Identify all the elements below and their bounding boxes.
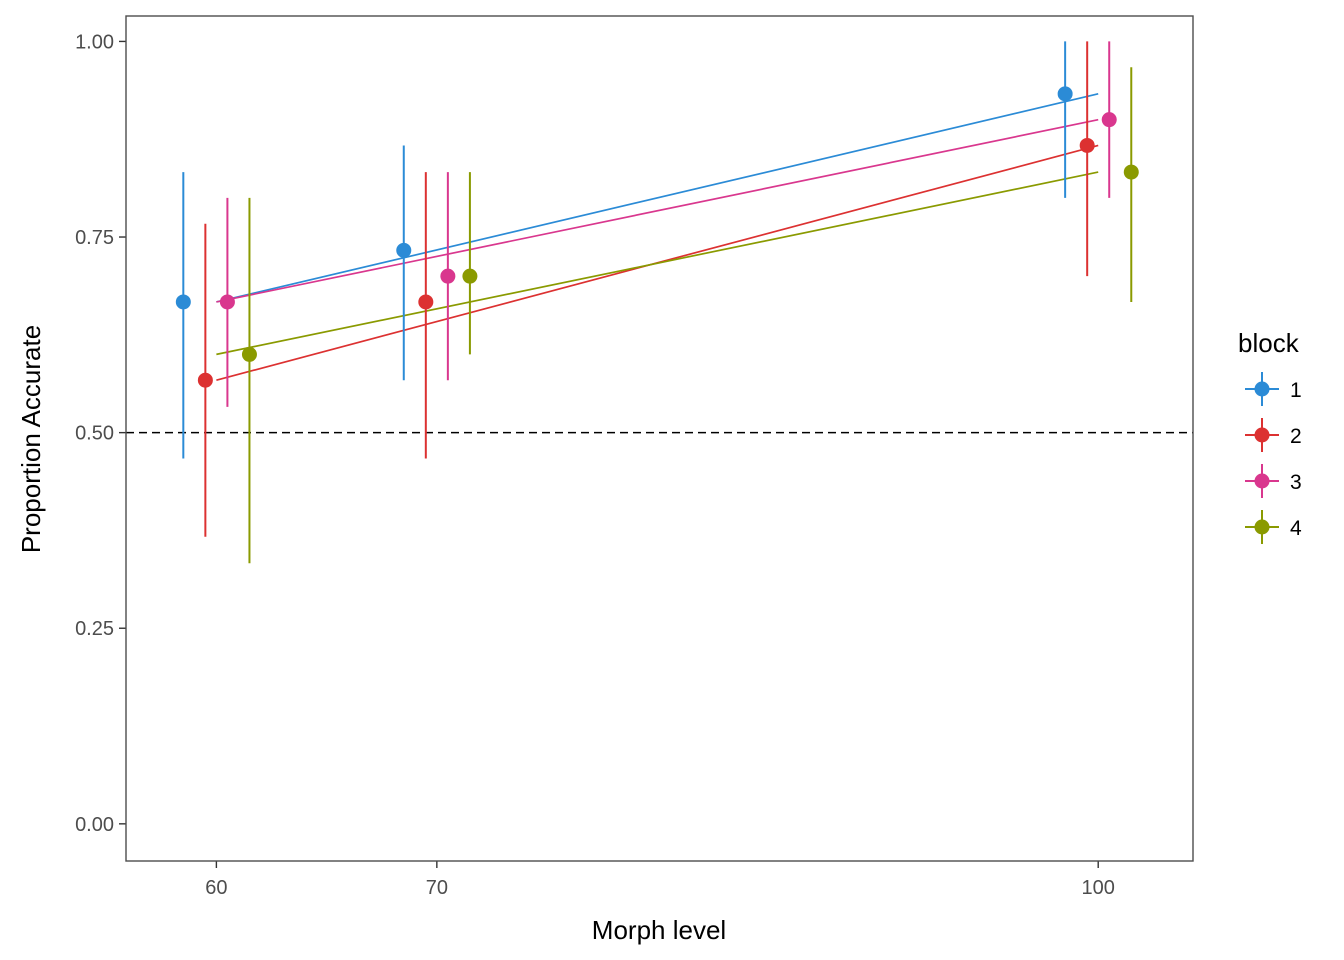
fit-lines	[216, 93, 1099, 382]
x-tick-label: 60	[205, 877, 227, 899]
legend-key-point	[1254, 381, 1270, 397]
y-tick-label: 0.50	[75, 423, 114, 445]
legend-key-point	[1254, 427, 1270, 443]
point-block-3	[219, 294, 235, 310]
legend-label-block-2: 2	[1290, 425, 1302, 448]
legend-label-block-1: 1	[1290, 379, 1302, 402]
x-tick-label: 100	[1082, 877, 1115, 899]
y-tick-label: 0.00	[75, 814, 114, 836]
legend-key-point	[1254, 519, 1270, 535]
point-block-1	[175, 294, 191, 310]
legend: block 1 2 3 4	[1238, 328, 1302, 544]
fit-line-block-4	[216, 171, 1099, 356]
point-block-2	[418, 294, 434, 310]
axes: 0.00 0.25 0.50 0.75 1.00 60 70 100	[75, 31, 1115, 899]
point-block-1	[396, 242, 412, 258]
plot-panel-border	[125, 15, 1194, 862]
fit-line-block-3	[216, 118, 1099, 303]
fit-line-block-1	[216, 93, 1099, 303]
legend-label-block-3: 3	[1290, 471, 1302, 494]
y-tick-label: 0.75	[75, 227, 114, 249]
legend-key-point	[1254, 473, 1270, 489]
point-block-3	[1101, 112, 1117, 128]
x-tick-label: 70	[426, 877, 448, 899]
point-block-2	[1079, 137, 1095, 153]
point-block-4	[462, 268, 478, 284]
x-axis-title: Morph level	[592, 915, 726, 945]
point-block-4	[241, 346, 257, 362]
data-points	[175, 41, 1139, 564]
point-block-1	[1057, 86, 1073, 102]
point-block-3	[440, 268, 456, 284]
y-axis-title: Proportion Accurate	[16, 325, 46, 553]
point-block-2	[197, 372, 213, 388]
legend-label-block-4: 4	[1290, 517, 1302, 540]
legend-title: block	[1238, 328, 1300, 358]
y-tick-label: 1.00	[75, 31, 114, 53]
point-block-4	[1123, 164, 1139, 180]
y-tick-label: 0.25	[75, 618, 114, 640]
